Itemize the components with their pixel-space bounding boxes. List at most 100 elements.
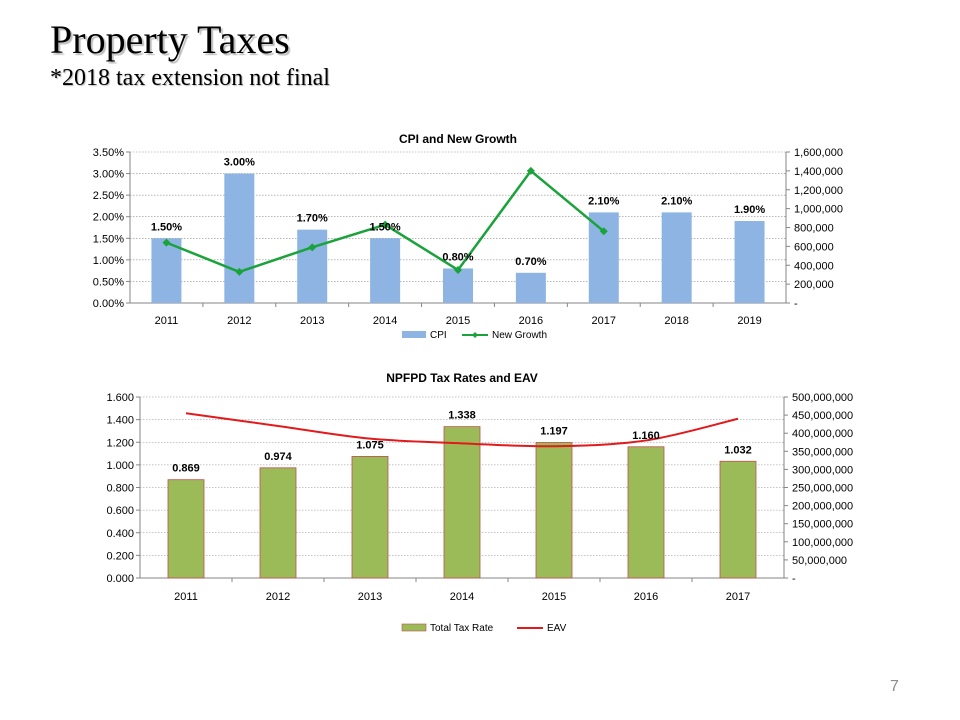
x-tick-label: 2017 [726, 591, 750, 603]
bar [370, 238, 401, 303]
line-point [454, 265, 462, 274]
line-point [381, 220, 390, 229]
y-left-tick-label: 0.000 [106, 573, 134, 585]
y-right-tick-label: 800,000 [794, 223, 834, 235]
bar [259, 467, 297, 579]
x-tick-label: 2016 [519, 315, 543, 327]
line-point [162, 238, 171, 247]
chart-2: NPFPD Tax Rates and EAV 0.000 0.200 0.400 0.… [106, 371, 853, 634]
bar [167, 479, 205, 579]
x-tick-label: 2012 [227, 315, 251, 327]
y-right-tick-label: 400,000 [794, 260, 834, 272]
y-right-tick-label: 1,400,000 [794, 166, 843, 178]
y-right-tick-label: 50,000,000 [792, 555, 847, 567]
x-tick-label: 2015 [446, 315, 470, 327]
y-left-tick-label: 2.00% [93, 212, 124, 224]
y-left-tick-label: 1.50% [93, 233, 124, 245]
y-left-tick-label: 0.200 [106, 550, 134, 562]
x-tick-label: 2013 [300, 315, 324, 327]
data-label: 3.00% [224, 157, 255, 169]
x-tick-label: 2011 [174, 591, 198, 603]
legend-label: New Growth [492, 330, 547, 341]
x-tick-label: 2013 [358, 591, 382, 603]
x-tick-label: 2014 [373, 315, 397, 327]
x-tick-label: 2014 [450, 591, 474, 603]
data-label: 0.869 [172, 463, 200, 475]
y-left-tick-label: 3.50% [93, 147, 124, 159]
y-left-tick-label: 1.600 [106, 392, 134, 404]
y-left-tick-label: 0.00% [93, 298, 124, 310]
y-right-tick-label: 1,200,000 [794, 185, 843, 197]
y-right-tick-label: 1,600,000 [794, 147, 843, 159]
y-left-tick-label: 0.400 [106, 528, 134, 540]
y-left-tick-label: 0.800 [106, 483, 134, 495]
page-number: 7 [890, 678, 899, 695]
y-left-tick-label: 1.000 [106, 460, 134, 472]
y-right-tick-label: 450,000,000 [792, 410, 853, 422]
y-right-tick-label: 100,000,000 [792, 537, 853, 549]
legend-label: EAV [547, 623, 567, 634]
y-left-tick-label: 2.50% [93, 190, 124, 202]
line-point [308, 243, 317, 252]
slide-title: Property Taxes [50, 17, 290, 62]
y-right-tick-label: 150,000,000 [792, 519, 853, 531]
y-right-tick-label: 350,000,000 [792, 446, 853, 458]
data-label: 1.197 [540, 426, 568, 438]
y-right-tick-label: 250,000,000 [792, 483, 853, 495]
legend-label: Total Tax Rate [430, 623, 494, 634]
data-label: 0.70% [515, 256, 546, 268]
data-label: 0.80% [442, 251, 473, 263]
line-point [599, 227, 608, 236]
slide-subtitle: *2018 tax extension not final [50, 65, 330, 91]
bar [588, 212, 619, 303]
y-left-tick-label: 0.600 [106, 505, 134, 517]
y-left-tick-label: 1.400 [106, 415, 134, 427]
bar [297, 229, 328, 303]
bar [734, 221, 765, 303]
legend-swatch [402, 331, 426, 338]
line-point [235, 267, 244, 276]
x-tick-label: 2011 [155, 315, 179, 327]
data-label: 1.50% [151, 221, 182, 233]
y-right-tick-label: 400,000,000 [792, 428, 853, 440]
data-label: 1.90% [734, 204, 765, 216]
chart-1: CPI and New Growth 0.00% 0.50% 1.00% 1.50% 2.… [93, 132, 843, 341]
bar [535, 442, 573, 579]
bar [515, 272, 546, 303]
series-line [185, 412, 739, 448]
chart-title: CPI and New Growth [399, 132, 517, 146]
y-right-tick-label: 1,000,000 [794, 204, 843, 216]
x-tick-label: 2018 [664, 315, 688, 327]
bar [443, 268, 473, 303]
x-tick-label: 2012 [266, 591, 290, 603]
bar [661, 212, 692, 303]
x-tick-label: 2015 [542, 591, 566, 603]
legend-swatch [401, 623, 427, 632]
data-label: 1.075 [356, 439, 384, 451]
y-right-tick-label: 300,000,000 [792, 464, 853, 476]
y-right-tick-label: - [794, 298, 798, 310]
y-right-tick-label: - [792, 573, 796, 585]
data-label: 1.50% [370, 221, 401, 233]
x-tick-label: 2017 [592, 315, 616, 327]
bar [719, 460, 757, 579]
y-right-tick-label: 200,000,000 [792, 501, 853, 513]
y-left-tick-label: 1.00% [93, 255, 124, 267]
bar [443, 426, 481, 579]
bar [627, 446, 665, 579]
bar [224, 173, 255, 303]
x-tick-label: 2019 [737, 315, 761, 327]
legend-label: CPI [430, 330, 447, 341]
y-right-tick-label: 500,000,000 [792, 392, 853, 404]
y-left-tick-label: 1.200 [106, 437, 134, 449]
data-label: 0.974 [264, 451, 292, 463]
y-right-tick-label: 600,000 [794, 241, 834, 253]
line-point [526, 166, 535, 175]
y-left-tick-label: 0.50% [93, 276, 124, 288]
data-label: 1.70% [297, 213, 328, 225]
legend: Total Tax Rate EAV [401, 623, 567, 634]
data-label: 1.032 [724, 444, 752, 456]
bar [351, 455, 389, 579]
y-left-tick-label: 3.00% [93, 169, 124, 181]
